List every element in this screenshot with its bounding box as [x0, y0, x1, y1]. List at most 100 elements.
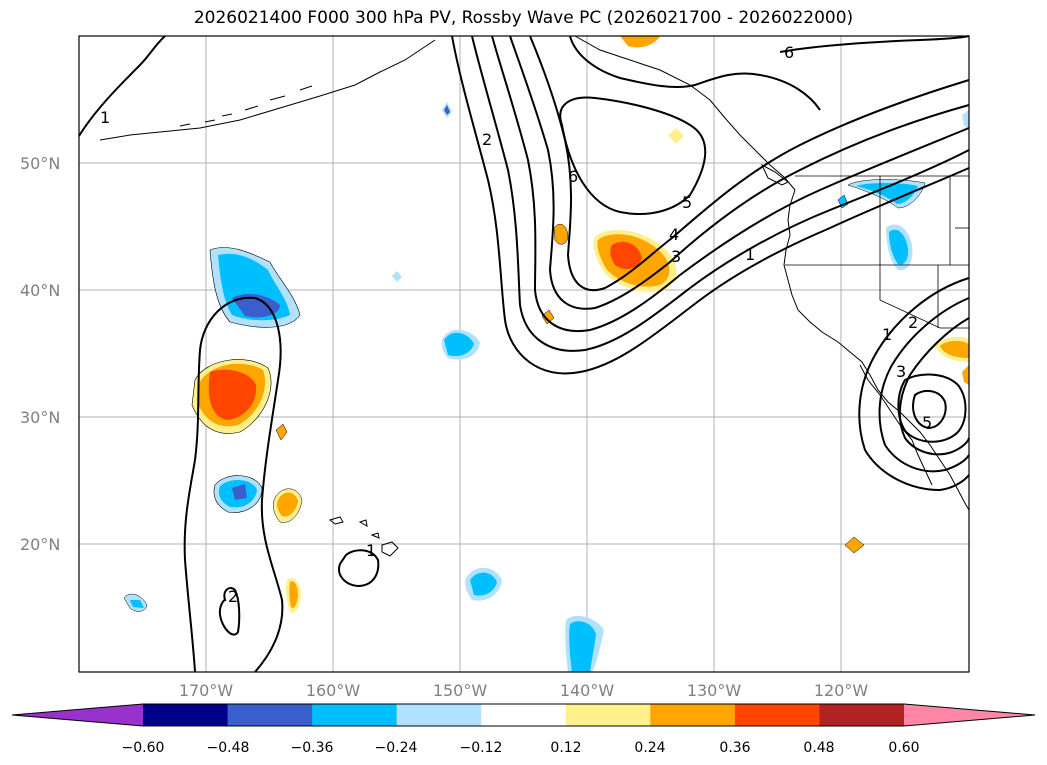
gridlines	[79, 36, 969, 672]
colorbar-tick-label: 0.24	[634, 740, 665, 756]
alaska-coastline	[99, 39, 436, 141]
longitude-labels: 170°W 160°W 150°W 140°W 130°W 120°W	[179, 681, 869, 700]
lon-label: 140°W	[560, 681, 615, 700]
colorbar-tick-labels: −0.60 −0.48 −0.36 −0.24 −0.12 0.12 0.24 …	[122, 740, 920, 756]
contour-label: 2	[228, 587, 238, 606]
anomaly-blue-patch	[444, 105, 450, 115]
anomaly-orange-patch	[553, 223, 569, 245]
pv-anomaly-shading	[123, 36, 969, 672]
contour-label: 3	[671, 247, 681, 266]
colorbar-tick-label: 0.48	[803, 740, 834, 756]
anomaly-blue-patch	[444, 332, 474, 357]
anomaly-blue-patch	[856, 183, 918, 204]
aleutian-islands	[179, 85, 313, 127]
colorbar-segment	[734, 704, 820, 726]
pv-contour-line	[569, 35, 821, 111]
north-america-coast	[783, 189, 970, 511]
lon-label: 130°W	[687, 681, 742, 700]
pv-contour-line	[491, 35, 970, 332]
contour-label: 5	[922, 413, 932, 432]
pv-contour-line	[451, 35, 970, 375]
anomaly-blue-patch	[232, 484, 247, 500]
colorbar-tick-label: 0.60	[888, 740, 919, 756]
pv-contour-line	[912, 389, 947, 430]
anomaly-orange-patch	[289, 581, 298, 608]
contour-label: 6	[784, 43, 794, 62]
lat-label: 40°N	[20, 281, 60, 300]
colorbar-segment	[227, 704, 313, 726]
contour-label: 5	[682, 193, 692, 212]
pv-contour-line	[897, 373, 967, 443]
pv-contour-line	[183, 296, 284, 673]
anomaly-blue-patch	[569, 621, 596, 672]
colorbar-tick-label: −0.12	[460, 740, 503, 756]
anomaly-orange-patch	[541, 309, 555, 325]
colorbar-segment	[481, 704, 567, 726]
colorbar-tick-label: −0.24	[375, 740, 418, 756]
anomaly-blue-patch	[392, 271, 402, 282]
contour-label: 2	[482, 130, 492, 149]
lat-label: 20°N	[20, 535, 60, 554]
colorbar-segment	[396, 704, 482, 726]
colorbar-segment	[565, 704, 651, 726]
hawaii-islands	[328, 516, 399, 557]
pv-contour-line	[559, 96, 707, 216]
colorbar-tick-label: −0.48	[207, 740, 250, 756]
anomaly-blue-patch	[470, 572, 497, 596]
pv-contour-line	[338, 549, 380, 588]
colorbar-tick-label: −0.36	[291, 740, 334, 756]
colorbar-segment	[819, 704, 905, 726]
anomaly-orange-patch	[277, 492, 298, 517]
lon-label: 150°W	[433, 681, 488, 700]
pv-contour-line	[858, 277, 970, 492]
anomaly-orange-patch	[940, 340, 969, 358]
anomaly-blue-patch	[130, 600, 144, 608]
political-borders	[785, 175, 969, 329]
anomaly-red-patch	[610, 241, 642, 270]
pv-contours	[78, 35, 970, 673]
anomaly-red-patch	[208, 369, 257, 420]
pv-contour-line	[471, 35, 970, 352]
colorbar-tick-label: 0.12	[550, 740, 581, 756]
anomaly-blue-patch	[962, 110, 969, 130]
alaska-panhandle	[574, 35, 796, 191]
colorbar-tick-label: 0.36	[719, 740, 750, 756]
vancouver-island	[760, 163, 789, 186]
colorbar-tick-label: −0.60	[122, 740, 165, 756]
contour-label: 1	[745, 245, 755, 264]
colorbar	[11, 703, 1036, 727]
contour-label: 1	[100, 108, 110, 127]
map-background	[79, 36, 969, 672]
contour-label: 2	[908, 313, 918, 332]
anomaly-blue-patch	[889, 229, 909, 265]
anomaly-blue-patch	[232, 294, 280, 318]
lon-label: 170°W	[179, 681, 234, 700]
colorbar-segment	[904, 704, 1035, 726]
anomaly-orange-patch	[962, 365, 969, 385]
pv-contour-line	[78, 35, 166, 137]
contour-label: 4	[669, 225, 679, 244]
colorbar-outline	[11, 703, 1036, 727]
contour-label: 1	[882, 325, 892, 344]
pv-contour-line	[509, 35, 970, 310]
lon-label: 160°W	[306, 681, 361, 700]
pv-contour-line	[779, 35, 970, 53]
lon-label: 120°W	[814, 681, 869, 700]
anomaly-orange-patch	[620, 36, 660, 48]
pv-contour-line	[218, 587, 241, 636]
lat-label: 50°N	[20, 154, 60, 173]
contour-labels: 1 2 6 5 4 3 1 6 1 2 3 5 1 2	[100, 43, 932, 606]
contour-label: 1	[366, 541, 376, 560]
colorbar-segment	[650, 704, 736, 726]
anomaly-yellow-patch	[668, 128, 684, 144]
colorbar-segment	[312, 704, 398, 726]
map-frame	[78, 35, 970, 673]
contour-label: 3	[896, 362, 906, 381]
colorbar-segment	[143, 704, 229, 726]
pv-contour-line	[898, 317, 970, 456]
lat-label: 30°N	[20, 408, 60, 427]
contour-label: 6	[568, 167, 578, 186]
anomaly-orange-patch	[275, 423, 288, 441]
pv-contour-line	[878, 297, 970, 473]
